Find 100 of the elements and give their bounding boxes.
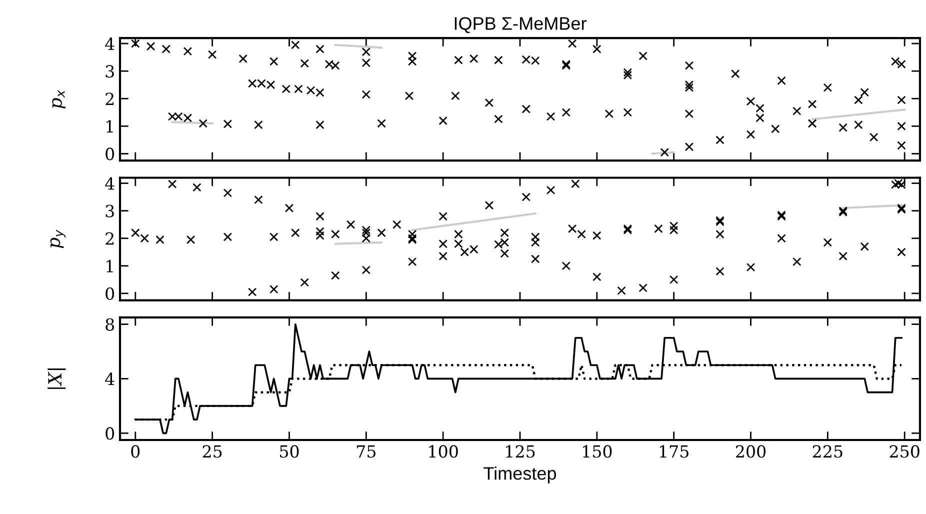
point xyxy=(897,96,906,104)
point xyxy=(522,192,531,202)
point xyxy=(604,109,614,118)
point xyxy=(269,232,278,242)
point xyxy=(897,248,906,256)
point xyxy=(484,200,494,210)
point xyxy=(623,70,632,80)
point xyxy=(316,212,324,221)
point xyxy=(654,224,663,234)
point xyxy=(746,97,756,106)
point xyxy=(823,83,832,92)
point xyxy=(562,108,571,117)
point xyxy=(438,239,448,248)
point xyxy=(316,120,324,130)
point xyxy=(808,100,817,108)
point xyxy=(316,44,324,54)
chart-title: IQPB Σ-MeMBer xyxy=(454,17,586,34)
point xyxy=(746,130,756,139)
point xyxy=(408,257,417,266)
point xyxy=(377,228,386,238)
point xyxy=(362,226,371,234)
point xyxy=(168,180,177,188)
point xyxy=(823,238,832,247)
point xyxy=(156,235,164,244)
point xyxy=(716,230,724,239)
y-tick-label: 2 xyxy=(106,232,114,245)
point xyxy=(777,76,786,86)
point xyxy=(223,232,232,242)
x-tick-label: 250 xyxy=(890,445,920,458)
point xyxy=(869,132,878,142)
point xyxy=(716,267,724,276)
point xyxy=(494,56,503,64)
point xyxy=(494,114,503,124)
point xyxy=(623,108,632,117)
point xyxy=(546,112,556,121)
point xyxy=(223,120,232,128)
point xyxy=(269,284,278,294)
y-tick-label: 2 xyxy=(106,92,114,105)
point xyxy=(316,227,324,236)
x-tick-label: 0 xyxy=(131,445,140,458)
point xyxy=(792,257,802,266)
point xyxy=(454,56,463,64)
point xyxy=(362,266,371,274)
x-tick-label: 50 xyxy=(280,445,299,458)
y-tick-label: 8 xyxy=(106,318,114,331)
point xyxy=(282,84,291,94)
y-tick-label: 4 xyxy=(105,372,114,386)
point xyxy=(592,272,602,282)
point xyxy=(731,69,740,78)
point xyxy=(568,39,577,48)
point xyxy=(623,68,632,77)
point xyxy=(362,228,371,238)
point xyxy=(316,231,324,240)
point xyxy=(669,222,678,230)
point xyxy=(254,120,263,130)
point xyxy=(362,234,371,243)
point xyxy=(300,278,309,287)
point xyxy=(208,50,217,59)
point xyxy=(146,42,156,51)
point xyxy=(300,59,309,68)
y-tick-label: 0 xyxy=(106,148,114,160)
y-tick-label: 1 xyxy=(106,260,113,272)
point xyxy=(162,44,171,54)
point xyxy=(577,230,586,239)
point xyxy=(223,188,232,198)
point xyxy=(756,104,764,113)
x-tick-label: 125 xyxy=(506,445,535,458)
x-tick-label: 150 xyxy=(583,445,612,458)
y-axis-title: p$_{x}$ xyxy=(52,90,66,108)
x-tick-label: 175 xyxy=(660,445,688,458)
point xyxy=(531,238,540,247)
point xyxy=(362,58,371,68)
y-tick-label: 3 xyxy=(106,65,114,78)
point xyxy=(484,98,494,108)
x-axis-title: Timestep xyxy=(484,466,556,484)
x-tick-label: 75 xyxy=(356,445,376,458)
point xyxy=(771,124,780,134)
point xyxy=(362,47,371,56)
point xyxy=(897,122,906,131)
point xyxy=(331,271,340,280)
point xyxy=(438,252,448,261)
point xyxy=(854,96,863,104)
point xyxy=(592,231,602,240)
point xyxy=(346,220,356,229)
y-tick-label: 0 xyxy=(106,427,114,440)
point xyxy=(522,104,531,114)
point xyxy=(408,230,417,239)
point xyxy=(377,119,386,128)
point xyxy=(362,90,371,99)
y-tick-label: 4 xyxy=(105,38,114,50)
point xyxy=(192,183,202,192)
point xyxy=(269,57,278,66)
point xyxy=(860,88,869,97)
point xyxy=(186,235,196,244)
point xyxy=(131,228,140,238)
point xyxy=(238,54,248,64)
point xyxy=(638,284,648,292)
point xyxy=(792,106,802,116)
point xyxy=(198,119,208,128)
y-axis-title: |X| xyxy=(48,368,66,389)
